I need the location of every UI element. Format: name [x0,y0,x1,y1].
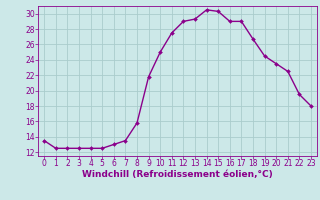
X-axis label: Windchill (Refroidissement éolien,°C): Windchill (Refroidissement éolien,°C) [82,170,273,179]
